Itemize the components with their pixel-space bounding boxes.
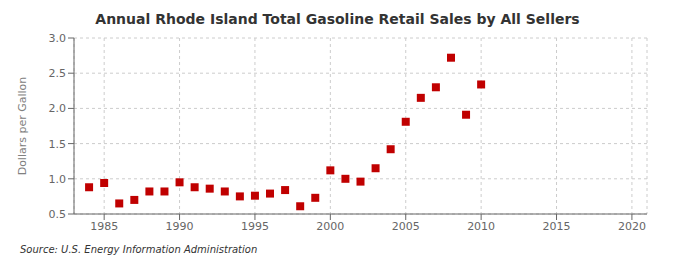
svg-text:1.0: 1.0 xyxy=(49,173,67,186)
svg-text:2005: 2005 xyxy=(392,220,420,233)
svg-text:2020: 2020 xyxy=(618,220,646,233)
svg-text:Dollars per Gallon: Dollars per Gallon xyxy=(16,77,29,176)
svg-text:2015: 2015 xyxy=(543,220,571,233)
svg-text:2.5: 2.5 xyxy=(49,67,67,80)
html-text:Source: U.S. Energy Informatio: Source: U.S. Energy Information Administ… xyxy=(20,244,258,255)
svg-text:0.5: 0.5 xyxy=(49,208,67,221)
svg-text:1990: 1990 xyxy=(166,220,194,233)
svg-text:2.0: 2.0 xyxy=(49,102,67,115)
svg-text:2010: 2010 xyxy=(467,220,495,233)
svg-text:1995: 1995 xyxy=(241,220,269,233)
svg-text:3.0: 3.0 xyxy=(49,32,67,45)
svg-text:1.5: 1.5 xyxy=(49,138,67,151)
html-text:Annual Rhode Island Total Gaso: Annual Rhode Island Total Gasoline Retai… xyxy=(95,11,580,27)
svg-text:1985: 1985 xyxy=(90,220,118,233)
svg-text:2000: 2000 xyxy=(316,220,344,233)
